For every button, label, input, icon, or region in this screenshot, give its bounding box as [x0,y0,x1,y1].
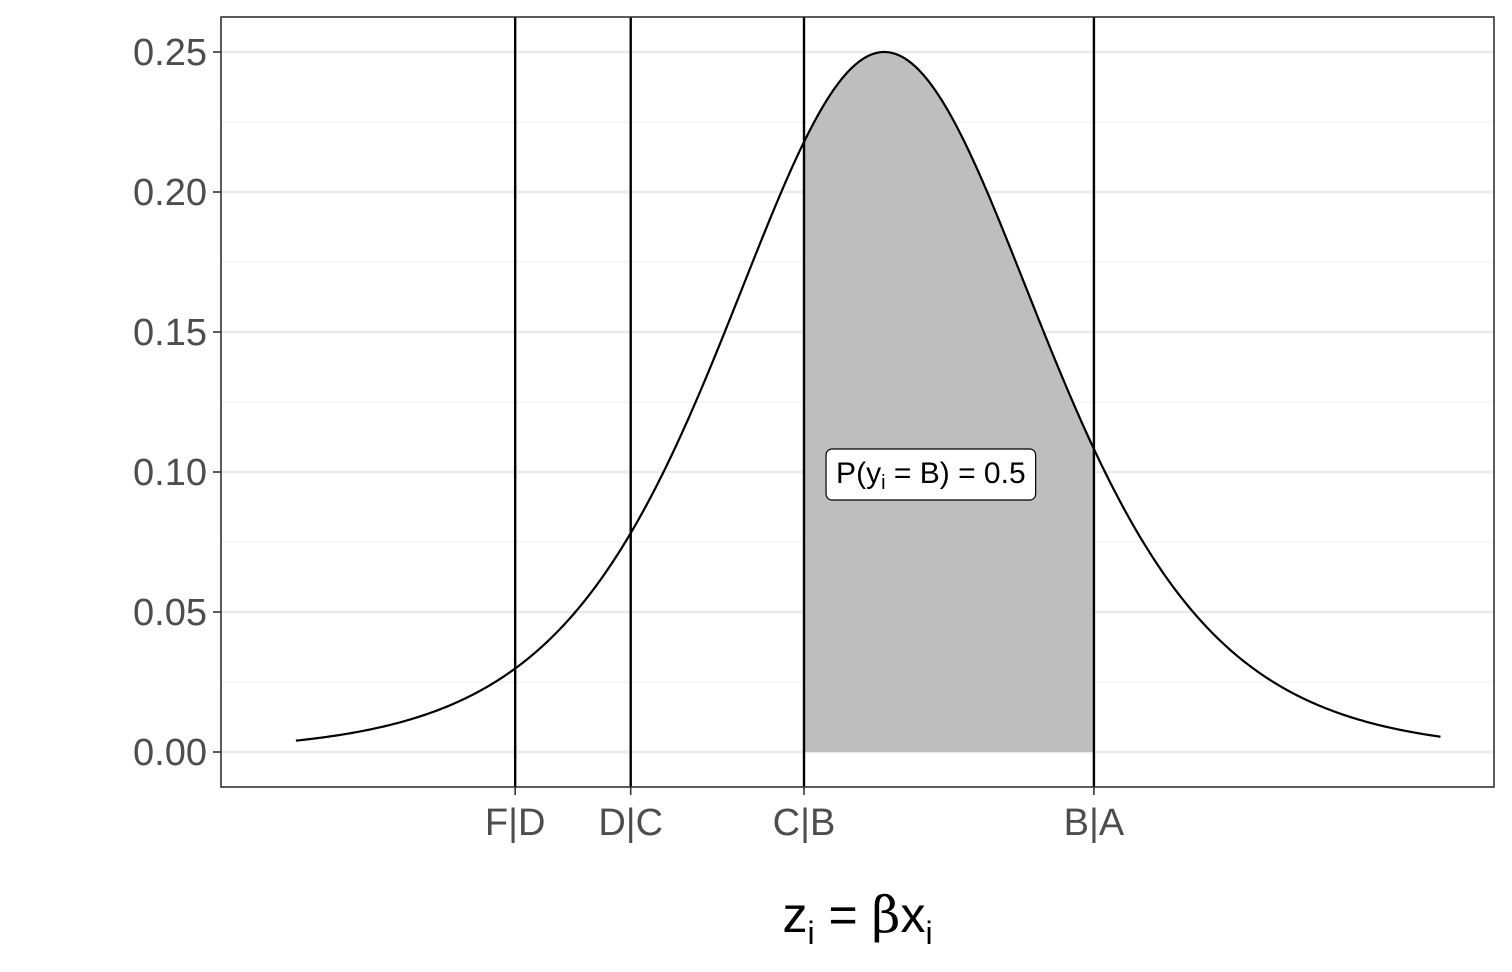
y-tick-label: 0.15 [133,312,207,354]
y-tick-label: 0.20 [133,172,207,214]
x-axis: F|D D|C C|B B|A [485,787,1125,844]
density-curve [295,50,1441,742]
y-tick-label: 0.05 [133,592,207,634]
y-tick-label: 0.25 [133,32,207,74]
x-tick-label: B|A [1064,802,1125,844]
x-tick-label: C|B [773,802,836,844]
probability-annotation: P(yi = B) = 0.5 [825,448,1037,501]
panel-border [220,16,1495,788]
x-tick-label: D|C [598,802,663,844]
x-axis-title: zi = βxi [782,886,932,951]
shaded-area-b [804,52,1094,752]
annotation-box [825,448,1037,501]
y-axis: 0.00 0.05 0.10 0.15 0.20 0.25 [133,32,221,774]
y-tick-label: 0.10 [133,452,207,494]
annotation-label: P(yi = B) = 0.5 [836,457,1026,494]
y-tick-label: 0.00 [133,732,207,774]
cutpoint-lines [513,17,1096,787]
x-tick-label: F|D [485,802,546,844]
